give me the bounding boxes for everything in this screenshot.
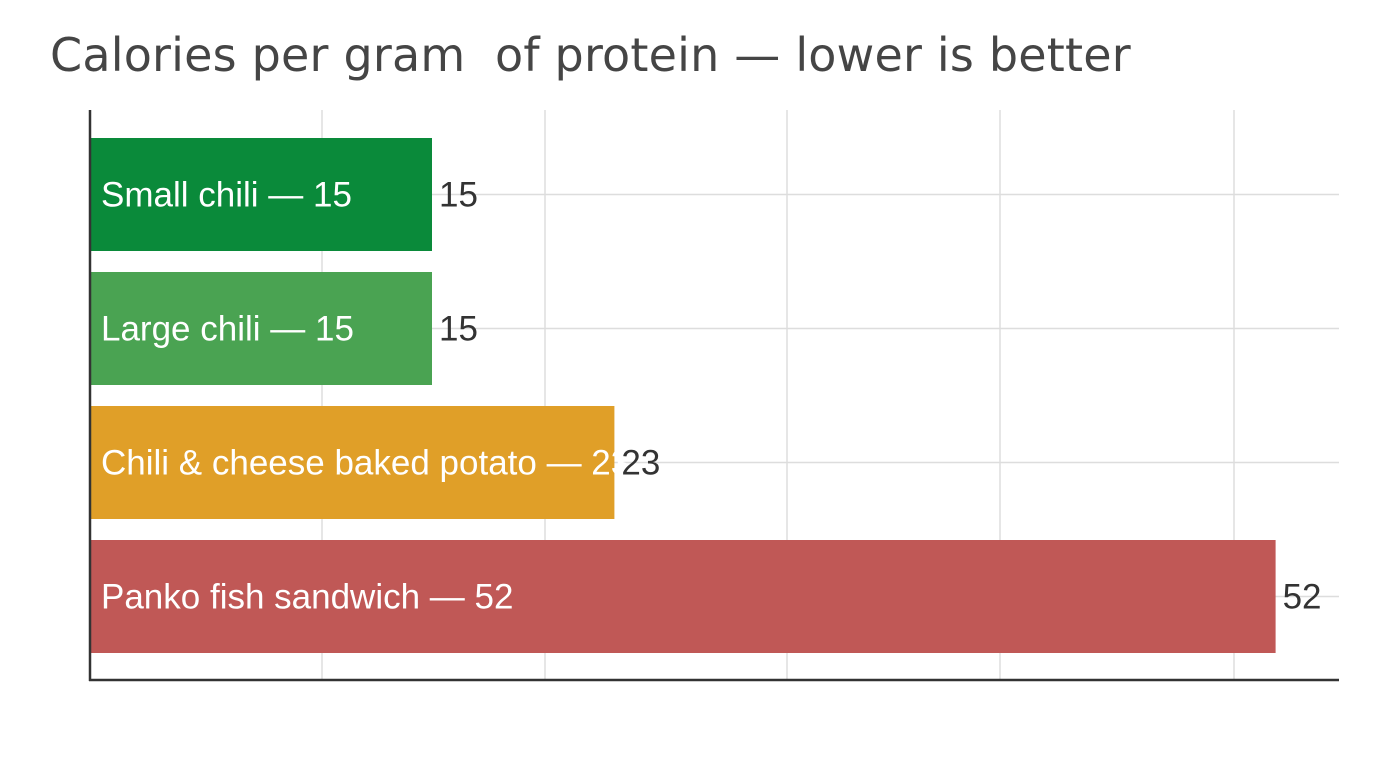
value-label: 23 bbox=[621, 444, 660, 483]
bar bbox=[90, 272, 432, 385]
bar-label: Small chili — 15 bbox=[101, 176, 352, 215]
bar-label: Panko fish sandwich — 52 bbox=[101, 578, 513, 617]
bar bbox=[90, 138, 432, 251]
bar bbox=[90, 540, 1276, 653]
value-label: 15 bbox=[439, 310, 478, 349]
axes bbox=[88, 110, 1339, 682]
bar-group: Panko fish sandwich — 52 52 bbox=[90, 540, 1322, 653]
chart-title: Calories per gram of protein — lower is … bbox=[50, 28, 1131, 82]
value-label: 52 bbox=[1283, 578, 1322, 617]
bar-group: Small chili — 15 15 bbox=[90, 138, 478, 251]
bar-group: Large chili — 15 15 bbox=[90, 272, 478, 385]
bar-label: Chili & cheese baked potato — 23 bbox=[101, 444, 630, 483]
value-label: 15 bbox=[439, 176, 478, 215]
bars: Small chili — 15 15 Large chili — 15 15 Chil… bbox=[90, 138, 1322, 653]
bar-label: Large chili — 15 bbox=[101, 310, 354, 349]
bar bbox=[90, 406, 615, 519]
